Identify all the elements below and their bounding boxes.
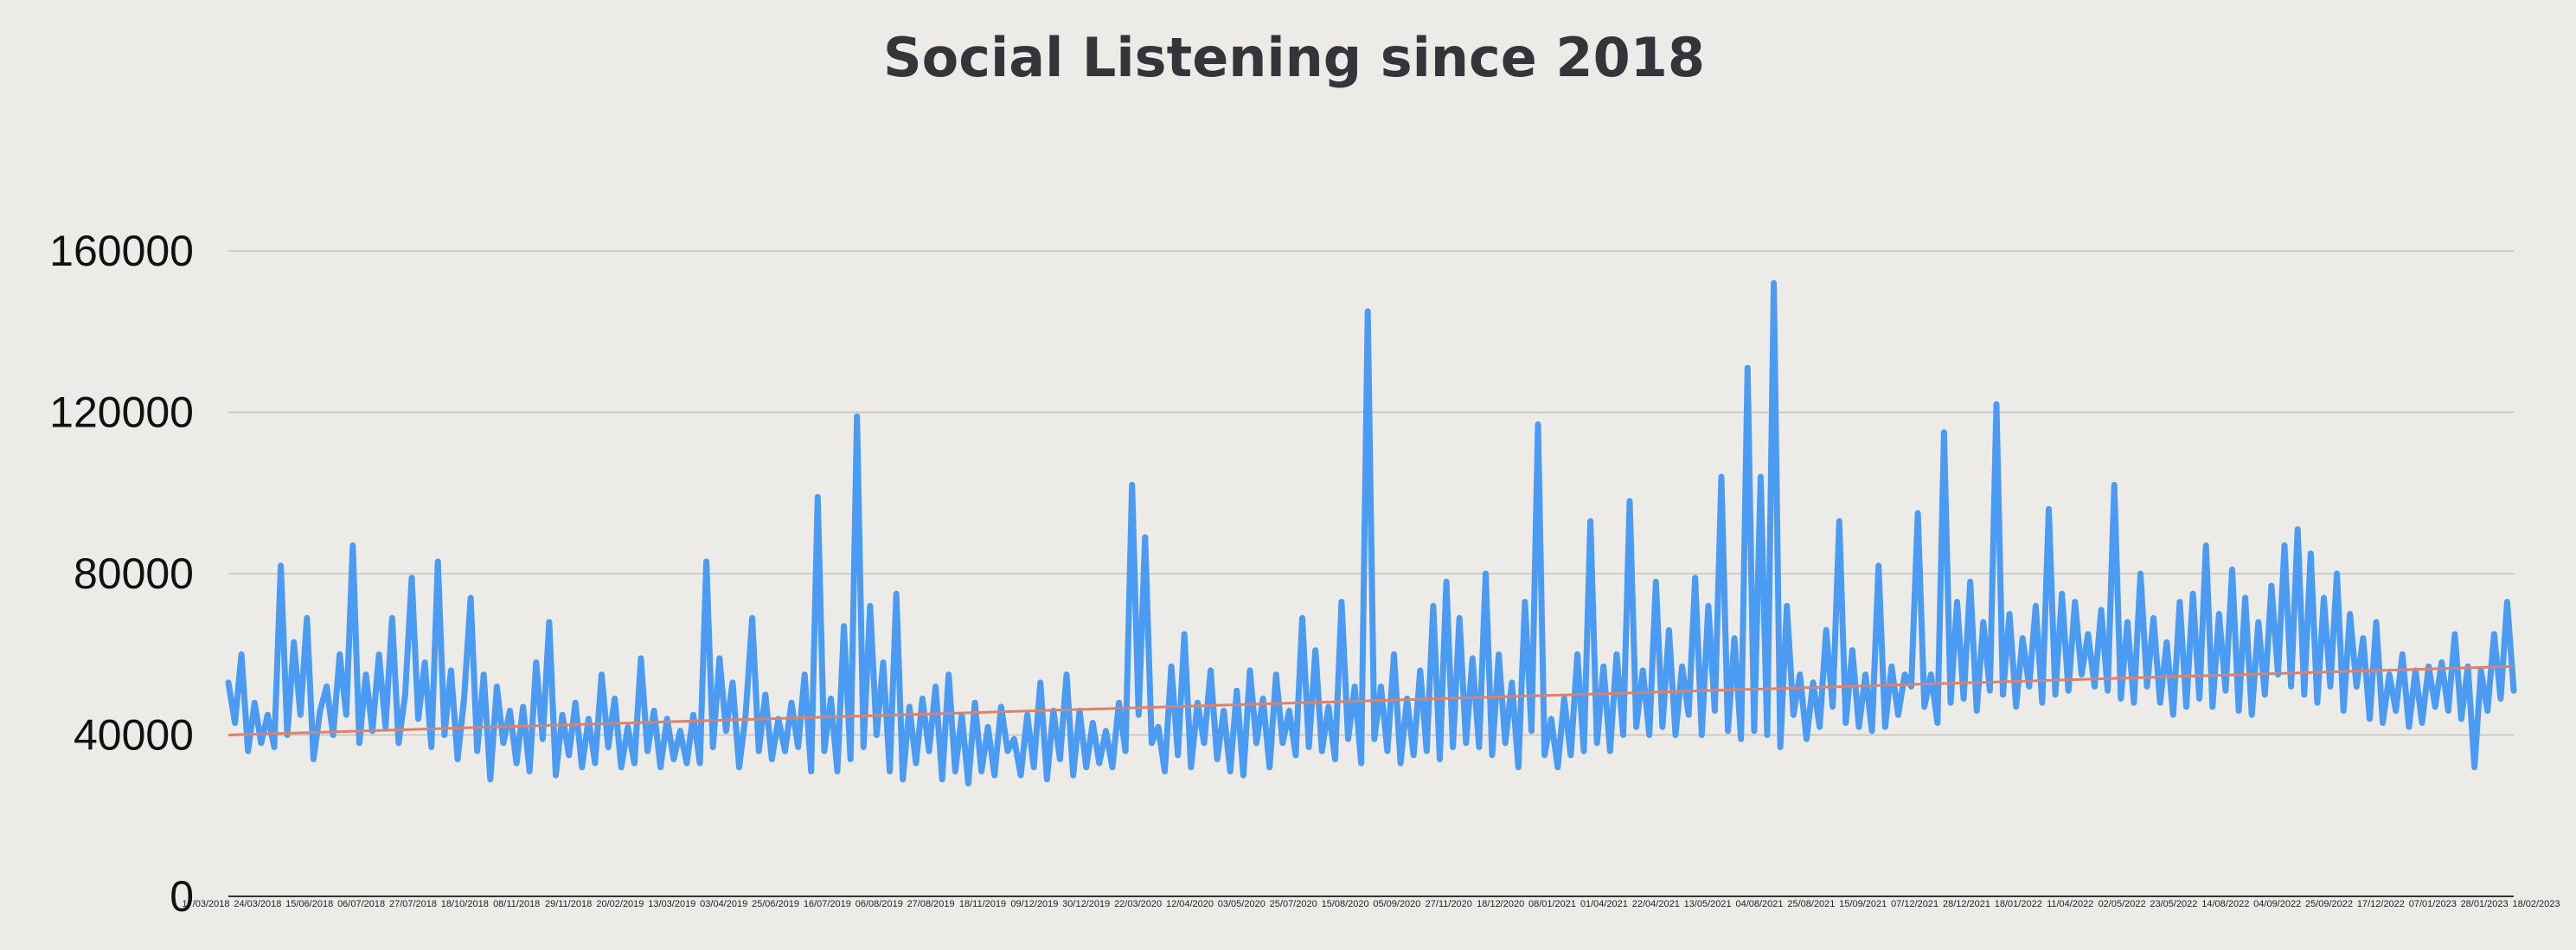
x-tick-label: 18/01/2022 [1995,899,2042,909]
trend-line [227,664,2515,736]
x-tick-label: 17/03/2018 [182,899,229,909]
x-tick-label: 25/06/2019 [752,899,799,909]
x-tick-label: 25/08/2021 [1787,899,1835,909]
x-tick-label: 07/01/2023 [2409,899,2457,909]
x-tick-label: 08/01/2021 [1528,899,1576,909]
x-tick-label: 27/08/2019 [907,899,955,909]
x-tick-label: 13/05/2021 [1684,899,1732,909]
chart-title: Social Listening since 2018 [883,26,1705,89]
y-tick-label: 0 [170,872,194,921]
x-tick-label: 29/11/2018 [545,899,592,909]
x-tick-label: 18/11/2019 [959,899,1006,909]
x-tick-label: 18/12/2020 [1477,899,1524,909]
y-tick-label: 160000 [49,227,194,275]
y-axis-tick-labels: 0 40000 80000 120000 160000 [49,227,194,921]
x-tick-label: 27/07/2018 [389,899,437,909]
trend-layer [227,664,2515,736]
x-tick-label: 16/07/2019 [804,899,851,909]
x-tick-label: 20/02/2019 [596,899,644,909]
x-tick-label: 28/01/2023 [2461,899,2509,909]
x-tick-label: 27/11/2020 [1426,899,1472,909]
x-tick-label: 18/10/2018 [441,899,489,909]
x-tick-label: 08/11/2018 [493,899,540,909]
x-tick-label: 13/03/2019 [648,899,695,909]
x-tick-label: 12/04/2020 [1166,899,1214,909]
x-tick-label: 02/05/2022 [2099,899,2146,909]
x-tick-label: 28/12/2021 [1943,899,1990,909]
series-layer [225,279,2517,786]
x-tick-label: 25/09/2022 [2305,899,2353,909]
x-tick-label: 14/08/2022 [2201,899,2249,909]
x-tick-label: 30/12/2019 [1062,899,1110,909]
series-line [225,279,2517,786]
x-tick-label: 03/04/2019 [700,899,747,909]
y-tick-label: 40000 [74,711,194,760]
x-tick-label: 07/12/2021 [1891,899,1938,909]
x-tick-label: 04/08/2021 [1735,899,1783,909]
y-tick-label: 120000 [49,388,194,437]
x-tick-label: 09/12/2019 [1010,899,1058,909]
x-tick-label: 24/03/2018 [234,899,281,909]
x-tick-label: 06/08/2019 [855,899,903,909]
x-tick-label: 23/05/2022 [2150,899,2197,909]
x-tick-label: 11/04/2022 [2047,899,2093,909]
x-tick-label: 25/07/2020 [1270,899,1317,909]
x-tick-label: 15/09/2021 [1839,899,1887,909]
x-tick-label: 22/03/2020 [1114,899,1162,909]
x-tick-label: 04/09/2022 [2253,899,2301,909]
y-tick-label: 80000 [74,549,194,598]
x-tick-label: 17/12/2022 [2357,899,2405,909]
x-tick-label: 15/06/2018 [285,899,333,909]
x-tick-label: 01/04/2021 [1580,899,1628,909]
x-tick-label: 18/02/2023 [2512,899,2560,909]
x-tick-label: 22/04/2021 [1632,899,1680,909]
x-tick-label: 06/07/2018 [337,899,385,909]
x-tick-label: 15/08/2020 [1322,899,1369,909]
x-tick-label: 05/09/2020 [1373,899,1420,909]
x-tick-label: 03/05/2020 [1218,899,1266,909]
x-axis-tick-labels: 17/03/2018 24/03/2018 15/06/2018 06/07/2018… [182,899,2560,909]
